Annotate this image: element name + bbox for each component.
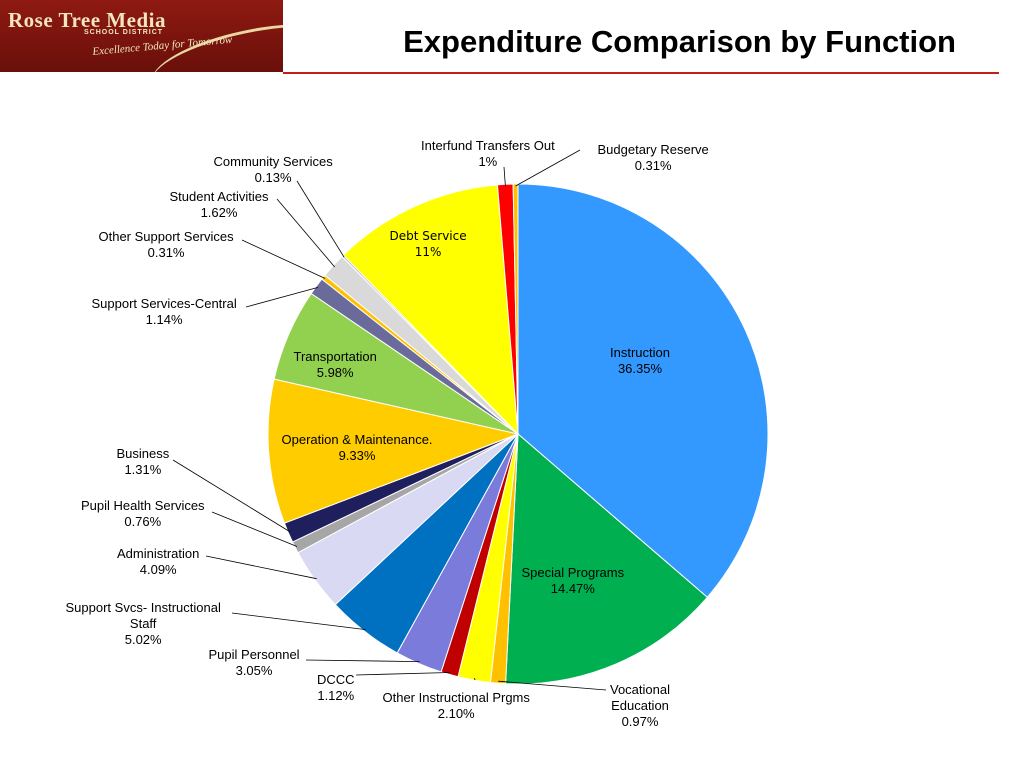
pie-label-business: Business 1.31% <box>117 446 170 478</box>
pie-label-debt-service: Debt Service 11% <box>390 228 467 260</box>
pie-label-value: 2.10% <box>437 706 475 721</box>
pie-label-value: 1.14% <box>145 312 183 327</box>
pie-label-name: Other Instructional Prgms <box>382 690 530 705</box>
pie-label-community-services: Community Services 0.13% <box>214 154 333 186</box>
pie-label-name: Business <box>116 446 170 461</box>
pie-label-name: Transportation <box>293 349 377 364</box>
pie-label-budgetary-reserve: Budgetary Reserve 0.31% <box>598 142 709 174</box>
logo-subtitle: SCHOOL DISTRICT <box>84 29 164 36</box>
page-title: Expenditure Comparison by Function <box>403 24 956 59</box>
pie-label-support-svcs-instructional-staff: Support Svcs- Instructional Staff 5.02% <box>66 600 221 648</box>
pie-label-value: 0.31% <box>634 158 672 173</box>
leader-line-dccc <box>355 672 451 676</box>
pie-label-value: 0.76% <box>124 514 162 529</box>
pie-label-name: Support Services-Central <box>91 296 237 311</box>
pie-label-name: Pupil Personnel <box>208 647 300 662</box>
leader-line-business <box>172 459 291 533</box>
pie-label-operation-maintenance: Operation & Maintenance. 9.33% <box>282 432 433 464</box>
pie-label-instruction: Instruction 36.35% <box>610 345 670 377</box>
leader-line-budgetary-reserve <box>515 149 581 187</box>
pie-label-student-activities: Student Activities 1.62% <box>170 189 269 221</box>
pie-label-name: Administration <box>117 546 200 561</box>
pie-label-value: 0.97% <box>621 714 659 729</box>
pie-label-name: Community Services <box>213 154 333 169</box>
pie-label-value: 4.09% <box>139 562 177 577</box>
pie-label-name: Other Support Services <box>98 229 234 244</box>
pie-label-transportation: Transportation 5.98% <box>294 349 377 381</box>
leader-line-other-support-services <box>241 239 326 279</box>
pie-label-name: Special Programs <box>521 565 625 580</box>
leader-line-administration <box>205 555 317 580</box>
leader-line-interfund-transfers-out <box>503 166 506 187</box>
pie-label-pupil-personnel: Pupil Personnel 3.05% <box>209 647 300 679</box>
pie-label-value: 36.35% <box>617 361 663 376</box>
district-logo: Rose Tree Media SCHOOL DISTRICT Excellen… <box>0 0 283 72</box>
leader-line-vocational-education <box>498 680 607 691</box>
pie-label-support-services-central: Support Services-Central 1.14% <box>92 296 237 328</box>
pie-label-name: Staff <box>129 616 157 631</box>
pie-label-value: 5.02% <box>124 632 162 647</box>
pie-label-interfund-transfers-out: Interfund Transfers Out 1% <box>421 138 555 170</box>
leader-line-support-svcs-instructional-staff <box>231 612 366 630</box>
pie-label-value: 9.33% <box>338 448 376 463</box>
pie-label-special-programs: Special Programs 14.47% <box>522 565 625 597</box>
pie-slice-instruction <box>517 183 769 598</box>
pie-label-dccc: DCCC 1.12% <box>317 672 355 704</box>
leader-line-community-services <box>296 180 345 258</box>
leader-line-other-instructional-prgms <box>474 677 476 681</box>
title-divider <box>283 72 999 74</box>
pie-label-other-support-services: Other Support Services 0.31% <box>99 229 234 261</box>
pie-label-name: Education <box>611 698 669 713</box>
pie-label-value: 14.47% <box>550 581 595 596</box>
pie-label-value: 3.05% <box>235 663 273 678</box>
pie-label-value: 0.31% <box>147 245 185 260</box>
pie-label-other-instructional-prgms: Other Instructional Prgms 2.10% <box>383 690 530 722</box>
leader-line-student-activities <box>276 198 336 268</box>
pie-label-value: 1.31% <box>124 462 162 477</box>
pie-label-name: Budgetary Reserve <box>597 142 709 157</box>
pie-label-name: Support Svcs- Instructional <box>65 600 221 615</box>
leader-line-pupil-health-services <box>211 511 298 547</box>
pie-label-name: Pupil Health Services <box>81 498 205 513</box>
pie-label-value: 11% <box>414 245 442 259</box>
pie-label-name: Vocational <box>610 682 670 697</box>
pie-label-name: DCCC <box>317 672 355 687</box>
pie-slice-operation-maintenance <box>267 378 520 524</box>
pie-label-name: Interfund Transfers Out <box>421 138 555 153</box>
pie-label-administration: Administration 4.09% <box>117 546 199 578</box>
pie-label-value: 1.62% <box>200 205 238 220</box>
pie-label-vocational-education: Vocational Education 0.97% <box>610 682 670 730</box>
pie-label-name: Student Activities <box>169 189 269 204</box>
pie-label-name: Operation & Maintenance. <box>281 432 433 447</box>
pie-label-value: 1.12% <box>317 688 355 703</box>
pie-label-value: 0.13% <box>254 170 292 185</box>
pie-label-name: Debt Service <box>389 229 467 243</box>
leader-line-support-services-central <box>245 287 319 308</box>
leader-line-pupil-personnel <box>305 659 420 662</box>
pie-label-pupil-health-services: Pupil Health Services 0.76% <box>81 498 205 530</box>
pie-label-value: 5.98% <box>316 365 354 380</box>
logo-name: Rose Tree Media <box>8 8 166 32</box>
pie-slice-debt-service <box>342 184 519 436</box>
pie-slice-budgetary-reserve <box>512 183 519 435</box>
pie-label-value: 1% <box>478 154 498 169</box>
pie-label-name: Instruction <box>610 345 670 360</box>
